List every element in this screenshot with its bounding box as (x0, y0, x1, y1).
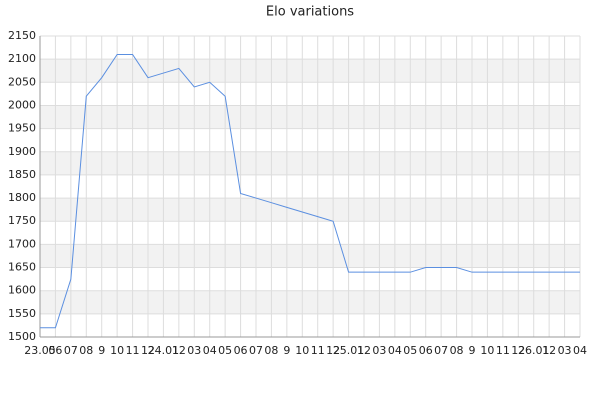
x-tick-label: 08 (450, 344, 464, 357)
x-tick-label: 12 (326, 344, 340, 357)
x-tick-label: 08 (79, 344, 93, 357)
x-tick-label: 05 (403, 344, 417, 357)
x-tick-label: 04 (203, 344, 217, 357)
y-tick-label: 1950 (8, 122, 36, 135)
x-tick-label: 08 (264, 344, 278, 357)
x-tick-label: 12 (542, 344, 556, 357)
x-tick-label: 12 (357, 344, 371, 357)
x-tick-label: 10 (110, 344, 124, 357)
x-tick-label: 25.01 (333, 344, 365, 357)
x-tick-label: 03 (187, 344, 201, 357)
x-tick-label: 26.01 (518, 344, 550, 357)
grid-band (40, 198, 580, 222)
y-tick-label: 2150 (8, 29, 36, 42)
x-tick-label: 9 (283, 344, 290, 357)
x-tick-label: 12 (511, 344, 525, 357)
x-tick-label: 12 (172, 344, 186, 357)
x-tick-label: 07 (249, 344, 263, 357)
x-tick-label: 9 (98, 344, 105, 357)
x-tick-label: 06 (234, 344, 248, 357)
y-tick-label: 1650 (8, 261, 36, 274)
y-tick-label: 1900 (8, 145, 36, 158)
x-tick-label: 11 (496, 344, 510, 357)
x-tick-label: 10 (480, 344, 494, 357)
grid-band (40, 244, 580, 268)
x-tick-label: 9 (469, 344, 476, 357)
y-tick-label: 2000 (8, 98, 36, 111)
y-tick-label: 2050 (8, 75, 36, 88)
x-tick-label: 06 (419, 344, 433, 357)
x-tick-label: 10 (295, 344, 309, 357)
x-tick-label: 03 (372, 344, 386, 357)
x-tick-label: 05 (218, 344, 232, 357)
x-tick-label: 11 (126, 344, 140, 357)
x-tick-label: 07 (64, 344, 78, 357)
x-tick-label: 11 (311, 344, 325, 357)
y-tick-label: 1850 (8, 168, 36, 181)
grid-band (40, 151, 580, 175)
chart-title: Elo variations (266, 5, 354, 20)
x-tick-label: 04 (573, 344, 587, 357)
y-tick-label: 1800 (8, 191, 36, 204)
x-tick-label: 23.05 (24, 344, 56, 357)
grid-band (40, 105, 580, 129)
y-tick-label: 1700 (8, 237, 36, 250)
x-tick-label: 24.01 (148, 344, 180, 357)
grid-band (40, 59, 580, 83)
y-tick-label: 1750 (8, 214, 36, 227)
x-tick-label: 06 (48, 344, 62, 357)
x-tick-label: 04 (388, 344, 402, 357)
grid-band (40, 290, 580, 314)
x-tick-label: 12 (141, 344, 155, 357)
y-tick-label: 1550 (8, 307, 36, 320)
x-tick-label: 07 (434, 344, 448, 357)
y-tick-label: 1600 (8, 284, 36, 297)
x-tick-label: 03 (558, 344, 572, 357)
y-tick-label: 2100 (8, 52, 36, 65)
line (40, 54, 580, 329)
y-tick-label: 1500 (8, 330, 36, 343)
